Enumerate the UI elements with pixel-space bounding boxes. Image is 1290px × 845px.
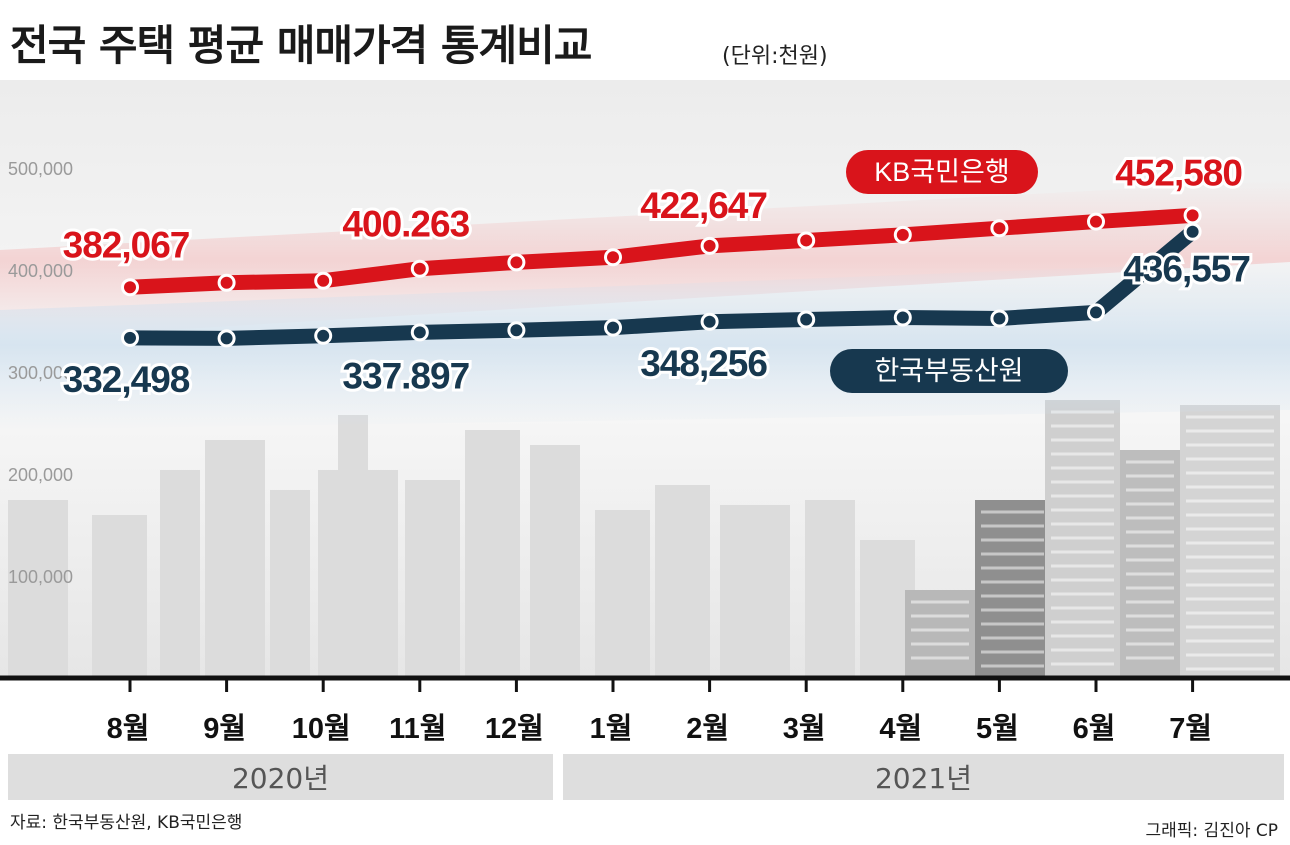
x-tick-label: 3월 bbox=[783, 712, 826, 745]
skyline-illustration bbox=[8, 400, 1280, 680]
y-tick-label: 100,000 bbox=[8, 567, 73, 587]
reb-data-point bbox=[410, 323, 429, 342]
kb-data-point bbox=[1183, 206, 1202, 225]
kb-legend-label: KB국민은행 bbox=[874, 157, 1009, 187]
x-tick-label: 1월 bbox=[590, 712, 633, 745]
y-tick-label: 400,000 bbox=[8, 261, 73, 281]
x-tick-label: 7월 bbox=[1169, 712, 1212, 745]
y-tick-label: 500,000 bbox=[8, 159, 73, 179]
kb-data-label: 422,647 bbox=[640, 185, 767, 226]
kb-data-point bbox=[797, 231, 816, 250]
x-tick-label: 11월 bbox=[389, 712, 446, 745]
unit-label: (단위:천원) bbox=[722, 44, 828, 69]
reb-data-label: 436,557 bbox=[1123, 249, 1250, 290]
kb-data-point bbox=[1087, 212, 1105, 231]
credit-note: 그래픽: 김진아 CP bbox=[1145, 821, 1279, 841]
reb-legend-pill bbox=[830, 349, 1068, 393]
reb-data-point bbox=[217, 329, 236, 348]
reb-data-point bbox=[1087, 303, 1105, 322]
year-2020: 2020년 bbox=[8, 754, 553, 800]
kb-data-label: 400.263 bbox=[342, 204, 469, 245]
reb-data-point bbox=[700, 312, 719, 331]
kb-legend-pill bbox=[846, 150, 1038, 194]
kb-data-point bbox=[314, 271, 333, 290]
kb-data-label: 452,580 bbox=[1115, 152, 1242, 193]
reb-data-point bbox=[797, 310, 816, 329]
x-tick-label: 9월 bbox=[203, 712, 246, 745]
reb-data-label: 337.897 bbox=[342, 355, 469, 396]
reb-data-label: 332,498 bbox=[63, 359, 190, 400]
chart-title: 전국 주택 평균 매매가격 통계비교 bbox=[10, 21, 592, 70]
reb-data-label: 348,256 bbox=[640, 343, 767, 384]
reb-data-point bbox=[507, 321, 526, 340]
kb-data-point bbox=[990, 219, 1009, 238]
x-tick-label: 4월 bbox=[879, 712, 922, 745]
reb-data-point bbox=[1183, 222, 1202, 241]
x-tick-label: 2월 bbox=[686, 712, 729, 745]
reb-data-point bbox=[990, 309, 1009, 328]
x-tick-label: 6월 bbox=[1073, 712, 1116, 745]
reb-data-point bbox=[893, 308, 912, 327]
source-note: 자료: 한국부동산원, KB국민은행 bbox=[10, 813, 243, 833]
reb-legend-label: 한국부동산원 bbox=[874, 356, 1023, 386]
kb-data-point bbox=[121, 278, 139, 297]
year-2021: 2021년 bbox=[563, 754, 1284, 800]
x-tick-label: 5월 bbox=[976, 712, 1019, 745]
x-tick-label: 12월 bbox=[485, 712, 544, 745]
x-tick-label: 8월 bbox=[107, 712, 150, 745]
reb-data-point bbox=[604, 318, 622, 337]
kb-data-point bbox=[507, 253, 526, 272]
kb-data-label: 382,067 bbox=[63, 224, 190, 265]
kb-data-point bbox=[893, 225, 912, 244]
reb-data-point bbox=[121, 328, 139, 347]
kb-data-point bbox=[700, 236, 719, 255]
reb-data-point bbox=[314, 326, 333, 345]
kb-data-point bbox=[217, 273, 236, 292]
reb-series-line bbox=[122, 224, 1201, 346]
x-tick-label: 10월 bbox=[292, 712, 351, 745]
y-tick-label: 300,000 bbox=[8, 363, 73, 383]
kb-series-line bbox=[122, 207, 1201, 295]
kb-data-point bbox=[604, 248, 622, 267]
y-tick-label: 200,000 bbox=[8, 465, 73, 485]
kb-data-point bbox=[410, 259, 429, 278]
